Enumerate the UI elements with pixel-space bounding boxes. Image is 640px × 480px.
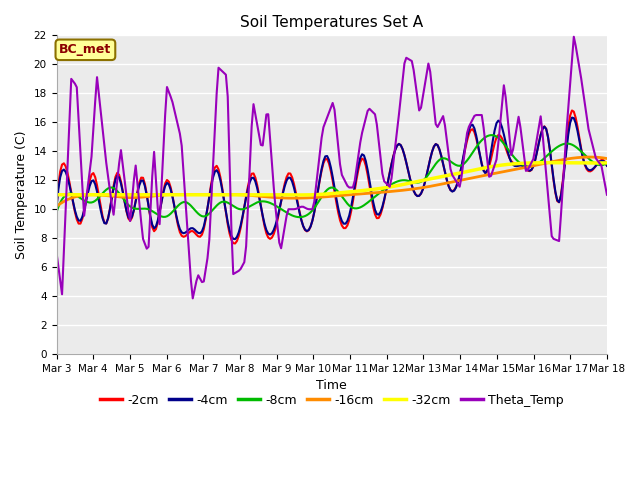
Legend: -2cm, -4cm, -8cm, -16cm, -32cm, Theta_Temp: -2cm, -4cm, -8cm, -16cm, -32cm, Theta_Te… xyxy=(95,389,569,412)
Title: Soil Temperatures Set A: Soil Temperatures Set A xyxy=(240,15,423,30)
X-axis label: Time: Time xyxy=(316,379,347,393)
Y-axis label: Soil Temperature (C): Soil Temperature (C) xyxy=(15,131,28,259)
Text: BC_met: BC_met xyxy=(60,43,111,56)
